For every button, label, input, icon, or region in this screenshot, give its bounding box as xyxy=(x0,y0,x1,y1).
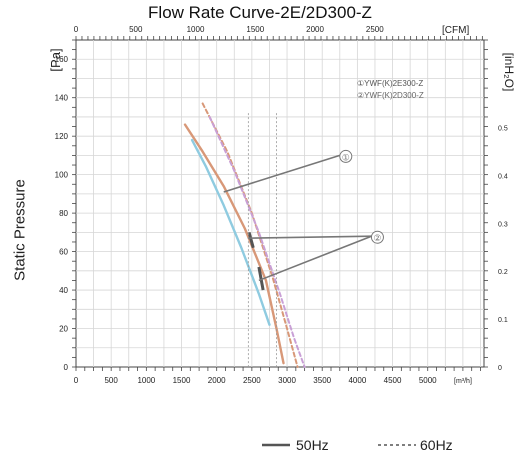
operating-range-marker xyxy=(257,266,265,291)
x-tick-label: 4000 xyxy=(348,376,366,385)
x-tick-label: 500 xyxy=(104,376,118,385)
y-unit-label: [Pa] xyxy=(48,48,63,71)
y-tick-label: 120 xyxy=(55,132,69,141)
x-tick-label: 2000 xyxy=(208,376,226,385)
right-tick-label: 0.4 xyxy=(498,173,508,180)
annotation-label: ① xyxy=(342,153,350,163)
x-tick-label: 2500 xyxy=(243,376,261,385)
right-tick-label: 0.5 xyxy=(498,126,508,133)
operating-range-marker xyxy=(247,231,255,249)
annotation-label: ② xyxy=(373,234,381,244)
annotation-leader xyxy=(248,235,372,239)
legend-50hz-label: 50Hz xyxy=(296,437,329,453)
plot-frame xyxy=(75,39,485,368)
series-curve xyxy=(201,102,299,368)
y-tick-label: 140 xyxy=(55,94,69,103)
annotation-leader xyxy=(223,154,341,193)
y-tick-label: 60 xyxy=(59,248,68,257)
right-tick-label: 0.2 xyxy=(498,269,508,276)
series-curve xyxy=(183,123,285,365)
right-tick-label: 0.1 xyxy=(498,317,508,324)
annotation-leader xyxy=(258,235,372,282)
right-tick-label: 0 xyxy=(498,365,502,372)
x-tick-label: 1500 xyxy=(173,376,191,385)
x-tick-label: 4500 xyxy=(384,376,402,385)
top-tick-label: 2500 xyxy=(366,25,384,34)
y-tick-label: 20 xyxy=(59,325,68,334)
top-unit-label: [CFM] xyxy=(442,25,469,36)
legend-60hz-label: 60Hz xyxy=(420,437,453,453)
top-tick-label: 1500 xyxy=(246,25,264,34)
x-tick-label: 0 xyxy=(74,376,79,385)
y-tick-label: 80 xyxy=(59,209,68,218)
right-tick-label: 0.3 xyxy=(498,221,508,228)
x-tick-label: 1000 xyxy=(137,376,155,385)
inline-legend-entry: ②YWF(K)2D300-Z xyxy=(357,91,424,100)
top-tick-label: 1000 xyxy=(187,25,205,34)
inline-legend-entry: ①YWF(K)2E300-Z xyxy=(357,79,423,88)
x-tick-label: 5000 xyxy=(419,376,437,385)
top-tick-label: 500 xyxy=(129,25,143,34)
annotation-circle xyxy=(370,230,384,244)
top-tick-label: 2000 xyxy=(306,25,324,34)
annotation-circle xyxy=(339,149,353,163)
x-tick-label: 3000 xyxy=(278,376,296,385)
y-tick-label: 0 xyxy=(64,363,69,372)
series-curve xyxy=(190,138,271,326)
x-unit-label: [m³/h] xyxy=(454,378,472,385)
y-tick-label: 160 xyxy=(55,55,69,64)
x-tick-label: 3500 xyxy=(313,376,331,385)
series-curve xyxy=(208,115,306,368)
y-tick-label: 40 xyxy=(59,286,68,295)
top-tick-label: 0 xyxy=(74,25,79,34)
chart-title: Flow Rate Curve-2E/2D300-Z xyxy=(148,3,372,22)
y-tick-label: 100 xyxy=(55,171,69,180)
right-unit-label: [inH₂O] xyxy=(502,53,516,92)
